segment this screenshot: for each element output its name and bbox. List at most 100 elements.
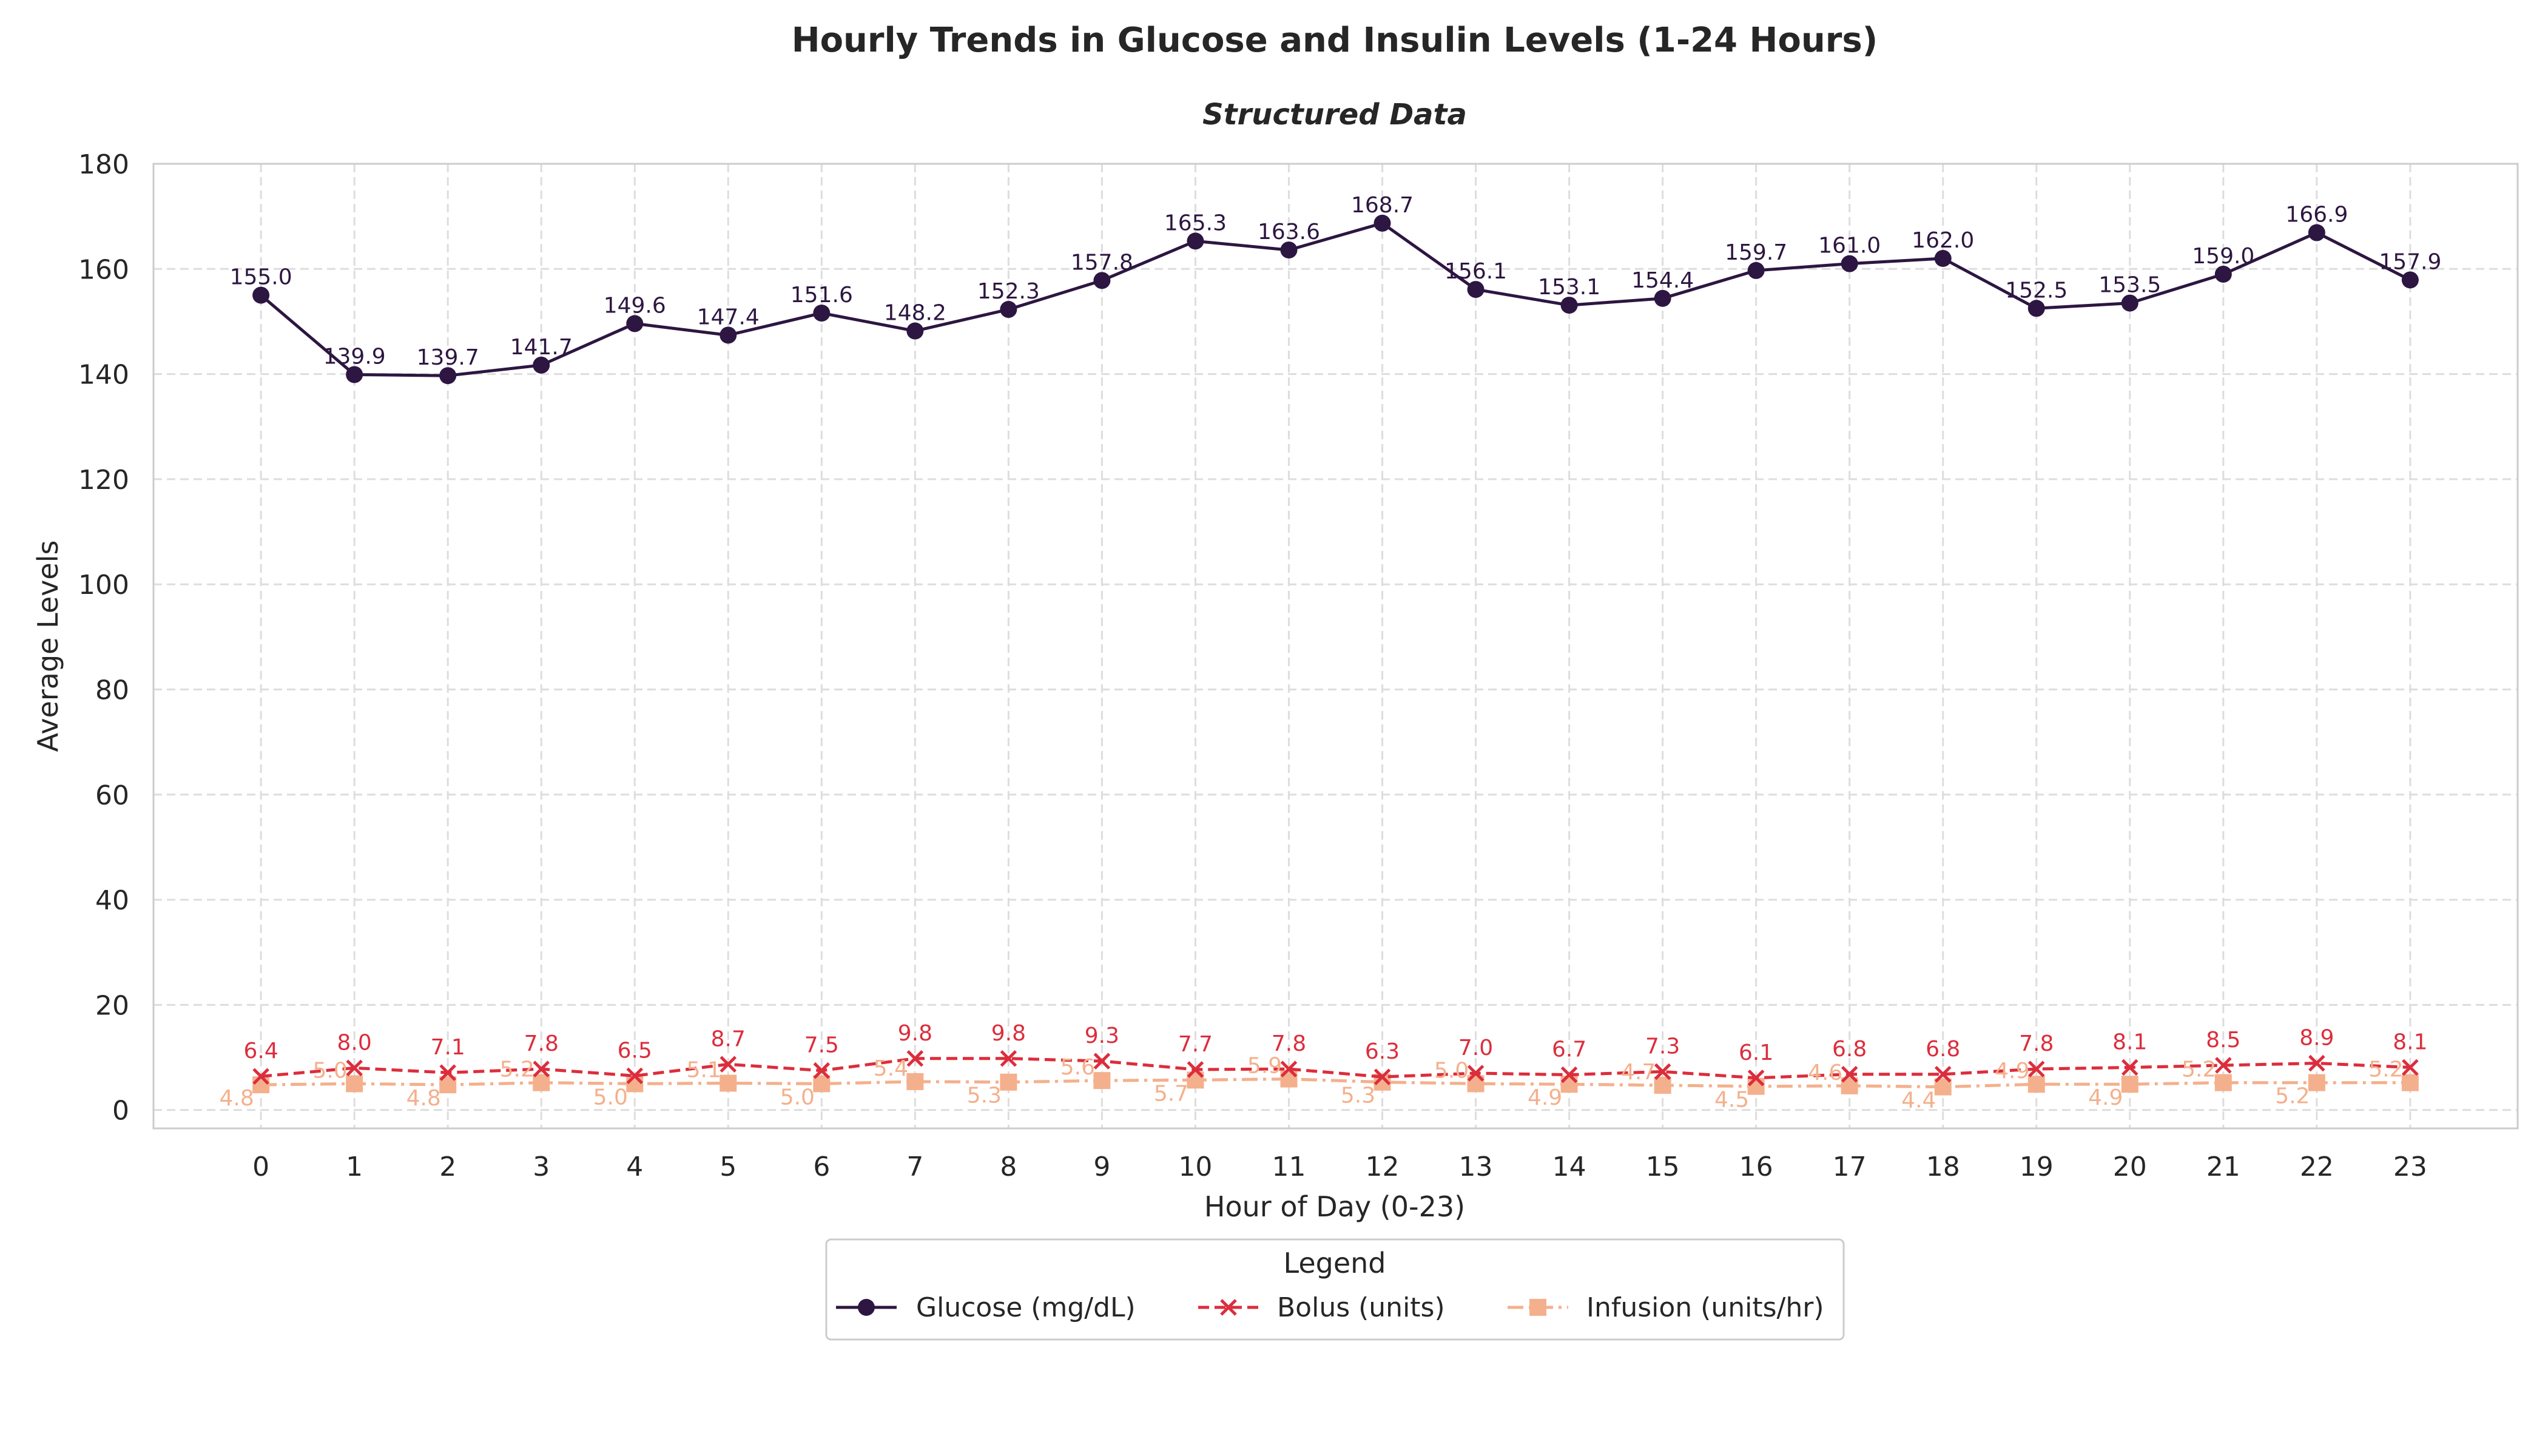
data-label: 5.9 xyxy=(1247,1054,1282,1079)
legend: Legend Glucose (mg/dL) Bolus (units) Infus… xyxy=(825,1238,1845,1341)
legend-label: Bolus (units) xyxy=(1277,1292,1445,1323)
x-tick-label: 17 xyxy=(1833,1151,1867,1182)
data-label: 5.0 xyxy=(1434,1058,1469,1083)
grid xyxy=(153,163,2518,1128)
data-label: 6.4 xyxy=(244,1039,278,1063)
data-label: 151.6 xyxy=(790,283,853,308)
data-point xyxy=(720,326,737,344)
data-label: 4.8 xyxy=(220,1086,254,1111)
data-label: 4.9 xyxy=(1528,1085,1562,1110)
data-label: 8.9 xyxy=(2299,1026,2334,1051)
data-label: 156.1 xyxy=(1444,259,1507,284)
y-tick-label: 0 xyxy=(112,1096,129,1127)
x-tick-label: 18 xyxy=(1926,1151,1960,1182)
y-tick-label: 20 xyxy=(95,990,129,1021)
legend-entry: Infusion (units/hr) xyxy=(1508,1292,1824,1323)
data-label: 139.9 xyxy=(323,344,386,369)
data-label: 5.4 xyxy=(874,1056,908,1081)
data-label: 7.7 xyxy=(1178,1032,1213,1057)
data-label: 7.0 xyxy=(1458,1036,1493,1060)
data-label: 166.9 xyxy=(2285,203,2348,228)
data-point xyxy=(906,322,924,340)
data-point xyxy=(1187,1061,1204,1078)
data-label: 149.6 xyxy=(604,293,666,318)
y-axis: 0 20 40 60 80 100 120 140 160 180 xyxy=(78,149,129,1127)
y-tick-label: 40 xyxy=(95,885,129,916)
data-label: 147.4 xyxy=(697,305,760,329)
x-tick-label: 20 xyxy=(2113,1151,2147,1182)
data-point xyxy=(720,1056,737,1073)
x-tick-label: 11 xyxy=(1272,1151,1306,1182)
data-point xyxy=(252,286,270,304)
x-tick-label: 12 xyxy=(1366,1151,1400,1182)
x-tick-label: 10 xyxy=(1178,1151,1212,1182)
data-point xyxy=(1560,297,1578,314)
data-point xyxy=(813,305,831,322)
data-point xyxy=(1373,214,1391,232)
x-tick-label: 6 xyxy=(813,1151,830,1182)
data-label: 163.6 xyxy=(1258,220,1320,244)
data-point xyxy=(346,1075,363,1093)
data-point xyxy=(813,1062,831,1079)
legend-label: Glucose (mg/dL) xyxy=(916,1292,1136,1323)
data-point xyxy=(2214,265,2232,283)
data-point xyxy=(2027,300,2045,317)
x-tick-label: 9 xyxy=(1093,1151,1110,1182)
data-point xyxy=(2308,224,2325,241)
data-label: 4.9 xyxy=(1995,1059,2029,1084)
data-point xyxy=(1841,255,1858,272)
legend-entry: Bolus (units) xyxy=(1198,1292,1445,1323)
series-layer xyxy=(252,214,2419,1096)
data-label: 168.7 xyxy=(1351,193,1414,218)
data-label: 152.3 xyxy=(977,279,1040,304)
series-line xyxy=(261,1077,2410,1089)
data-point xyxy=(626,1075,644,1093)
data-label: 9.8 xyxy=(898,1021,932,1046)
legend-marker xyxy=(858,1299,875,1316)
data-label: 9.3 xyxy=(1085,1023,1119,1048)
data-label: 5.3 xyxy=(967,1084,1002,1108)
data-label: 4.5 xyxy=(1714,1088,1749,1113)
data-point xyxy=(1000,1050,1017,1067)
data-point xyxy=(533,1074,550,1091)
data-point xyxy=(1747,261,1765,279)
data-label: 153.5 xyxy=(2098,273,2161,298)
legend-label: Infusion (units/hr) xyxy=(1586,1292,1824,1323)
data-point xyxy=(533,356,550,374)
data-label: 5.2 xyxy=(2182,1057,2216,1082)
data-point xyxy=(2402,1059,2419,1076)
data-label: 4.6 xyxy=(1808,1060,1842,1085)
legend-title: Legend xyxy=(1284,1247,1386,1279)
data-label: 6.1 xyxy=(1739,1040,1773,1065)
data-label: 148.2 xyxy=(884,301,946,326)
data-point xyxy=(252,1068,269,1085)
data-label: 5.2 xyxy=(2275,1084,2310,1109)
y-tick-label: 160 xyxy=(78,254,129,285)
data-point xyxy=(1654,1076,1671,1094)
data-point xyxy=(2401,271,2419,289)
x-tick-label: 22 xyxy=(2300,1151,2334,1182)
data-point xyxy=(346,1059,363,1077)
data-point xyxy=(1093,1072,1111,1090)
x-tick-label: 8 xyxy=(1000,1151,1017,1182)
legend-box xyxy=(825,1238,1845,1341)
y-tick-label: 140 xyxy=(78,360,129,391)
data-label: 161.0 xyxy=(1818,234,1881,258)
data-point xyxy=(1467,1065,1485,1082)
series-1 xyxy=(252,1050,2419,1087)
data-label: 157.8 xyxy=(1071,250,1133,275)
data-label: 155.0 xyxy=(230,265,292,290)
data-label: 139.7 xyxy=(417,345,479,370)
data-point xyxy=(1373,1068,1391,1085)
data-label: 8.0 xyxy=(337,1030,372,1055)
series-line xyxy=(260,1057,2410,1080)
data-label: 162.0 xyxy=(1912,228,1974,253)
x-tick-label: 7 xyxy=(906,1151,923,1182)
data-point xyxy=(2121,294,2138,312)
data-label: 8.1 xyxy=(2393,1030,2427,1054)
legend-items: Glucose (mg/dL) Bolus (units) Infusion (un… xyxy=(836,1292,1824,1323)
x-tick-label: 16 xyxy=(1739,1151,1773,1182)
legend-marker xyxy=(1220,1299,1237,1316)
y-axis-label: Average Levels xyxy=(32,541,64,752)
